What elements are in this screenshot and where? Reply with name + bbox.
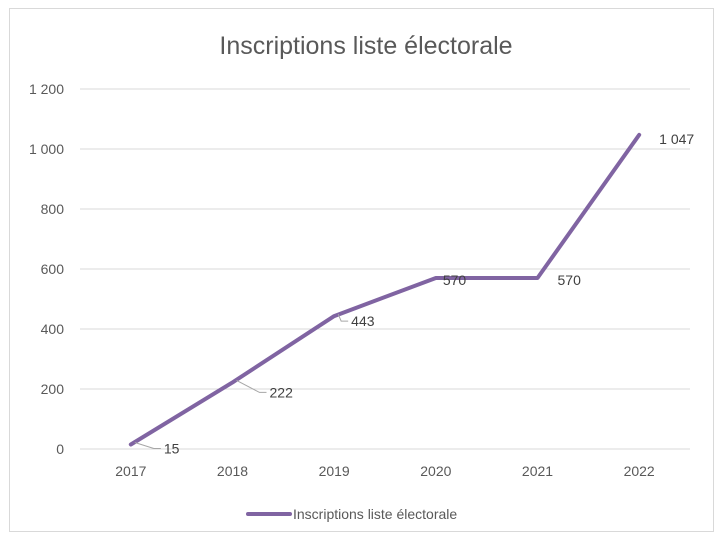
y-axis-ticks: 0 200 400 600 800 1 000 1 200 (29, 81, 64, 457)
data-label: 570 (443, 272, 467, 288)
data-label-leader (236, 379, 267, 393)
data-label: 443 (351, 313, 375, 329)
x-tick-label: 2021 (522, 463, 553, 479)
gridlines (80, 88, 690, 450)
series-line (128, 132, 642, 447)
y-tick-label: 200 (41, 381, 65, 397)
y-tick-label: 1 200 (29, 81, 64, 97)
data-label-leader (337, 313, 349, 322)
data-label: 15 (164, 441, 180, 457)
data-label-leader (134, 442, 161, 449)
y-tick-label: 600 (41, 261, 65, 277)
data-label: 222 (270, 384, 294, 400)
data-label: 570 (558, 272, 582, 288)
legend-label: Inscriptions liste électorale (293, 506, 457, 522)
x-tick-label: 2020 (420, 463, 451, 479)
x-tick-label: 2022 (624, 463, 655, 479)
legend: Inscriptions liste électorale (246, 506, 457, 522)
y-tick-label: 1 000 (29, 141, 64, 157)
chart-frame (9, 8, 714, 532)
y-tick-label: 400 (41, 321, 65, 337)
data-labels: 15 222 443 570 570 1 047 (134, 131, 694, 457)
y-tick-label: 0 (56, 441, 64, 457)
chart-title: Inscriptions liste électorale (219, 32, 512, 60)
data-label: 1 047 (659, 131, 694, 147)
x-axis-ticks: 2017 2018 2019 2020 2021 2022 (115, 463, 655, 479)
series-layer (128, 132, 642, 447)
y-tick-label: 800 (41, 201, 65, 217)
x-tick-label: 2018 (217, 463, 248, 479)
x-tick-label: 2019 (319, 463, 350, 479)
x-tick-label: 2017 (115, 463, 146, 479)
